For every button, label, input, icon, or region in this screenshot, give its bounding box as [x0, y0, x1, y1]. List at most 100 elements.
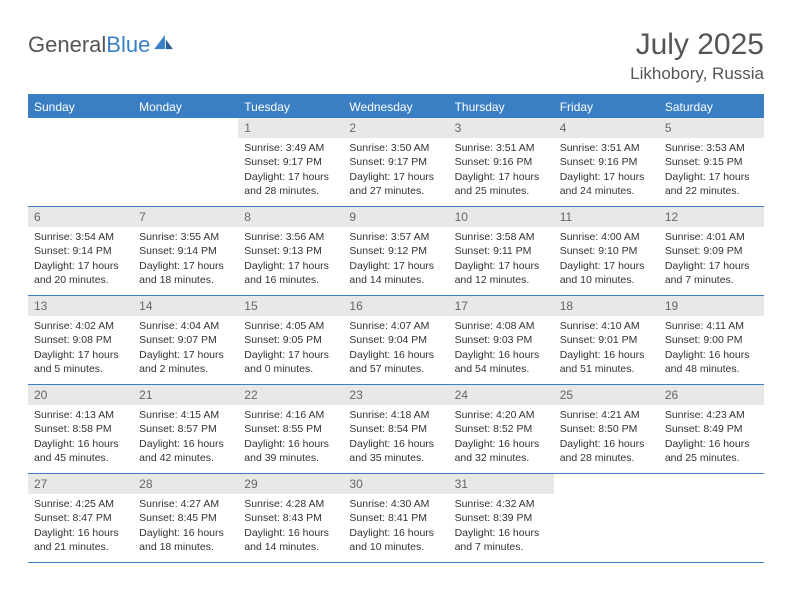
daylight-line-1: Daylight: 16 hours: [139, 526, 232, 540]
daylight-line-2: and 14 minutes.: [244, 540, 337, 554]
day-body: Sunrise: 3:49 AMSunset: 9:17 PMDaylight:…: [238, 138, 343, 204]
sunset-line: Sunset: 9:14 PM: [34, 244, 127, 258]
day-cell: 3Sunrise: 3:51 AMSunset: 9:16 PMDaylight…: [449, 118, 554, 206]
daylight-line-1: Daylight: 17 hours: [244, 259, 337, 273]
day-cell: 26Sunrise: 4:23 AMSunset: 8:49 PMDayligh…: [659, 385, 764, 473]
day-body: Sunrise: 4:11 AMSunset: 9:00 PMDaylight:…: [659, 316, 764, 382]
day-cell: 13Sunrise: 4:02 AMSunset: 9:08 PMDayligh…: [28, 296, 133, 384]
daylight-line-2: and 54 minutes.: [455, 362, 548, 376]
brand-name-part2: Blue: [106, 32, 150, 57]
sunrise-line: Sunrise: 4:13 AM: [34, 408, 127, 422]
daylight-line-2: and 22 minutes.: [665, 184, 758, 198]
daylight-line-2: and 18 minutes.: [139, 540, 232, 554]
daylight-line-1: Daylight: 17 hours: [34, 348, 127, 362]
day-number: 14: [133, 296, 238, 316]
daylight-line-1: Daylight: 16 hours: [139, 437, 232, 451]
day-cell: 28Sunrise: 4:27 AMSunset: 8:45 PMDayligh…: [133, 474, 238, 562]
sunrise-line: Sunrise: 4:02 AM: [34, 319, 127, 333]
week-row: 13Sunrise: 4:02 AMSunset: 9:08 PMDayligh…: [28, 296, 764, 385]
sunset-line: Sunset: 9:08 PM: [34, 333, 127, 347]
day-cell: 11Sunrise: 4:00 AMSunset: 9:10 PMDayligh…: [554, 207, 659, 295]
day-cell: 18Sunrise: 4:10 AMSunset: 9:01 PMDayligh…: [554, 296, 659, 384]
sunset-line: Sunset: 9:12 PM: [349, 244, 442, 258]
sunset-line: Sunset: 9:03 PM: [455, 333, 548, 347]
brand-name-part1: General: [28, 32, 106, 57]
sunset-line: Sunset: 9:09 PM: [665, 244, 758, 258]
day-number: 28: [133, 474, 238, 494]
day-cell: [554, 474, 659, 562]
day-body: Sunrise: 4:32 AMSunset: 8:39 PMDaylight:…: [449, 494, 554, 560]
daylight-line-1: Daylight: 16 hours: [349, 526, 442, 540]
weekday-header: Sunday Monday Tuesday Wednesday Thursday…: [28, 96, 764, 118]
daylight-line-1: Daylight: 17 hours: [34, 259, 127, 273]
daylight-line-1: Daylight: 17 hours: [244, 170, 337, 184]
calendar: Sunday Monday Tuesday Wednesday Thursday…: [28, 94, 764, 563]
day-cell: 14Sunrise: 4:04 AMSunset: 9:07 PMDayligh…: [133, 296, 238, 384]
sunrise-line: Sunrise: 3:55 AM: [139, 230, 232, 244]
day-cell: 22Sunrise: 4:16 AMSunset: 8:55 PMDayligh…: [238, 385, 343, 473]
title-block: July 2025 Likhobory, Russia: [630, 28, 764, 84]
day-cell: 7Sunrise: 3:55 AMSunset: 9:14 PMDaylight…: [133, 207, 238, 295]
daylight-line-2: and 57 minutes.: [349, 362, 442, 376]
sunrise-line: Sunrise: 4:20 AM: [455, 408, 548, 422]
sunrise-line: Sunrise: 4:11 AM: [665, 319, 758, 333]
daylight-line-1: Daylight: 16 hours: [665, 348, 758, 362]
daylight-line-2: and 7 minutes.: [455, 540, 548, 554]
weekday-mon: Monday: [133, 96, 238, 118]
day-cell: 9Sunrise: 3:57 AMSunset: 9:12 PMDaylight…: [343, 207, 448, 295]
day-body: Sunrise: 4:00 AMSunset: 9:10 PMDaylight:…: [554, 227, 659, 293]
day-cell: 12Sunrise: 4:01 AMSunset: 9:09 PMDayligh…: [659, 207, 764, 295]
daylight-line-2: and 14 minutes.: [349, 273, 442, 287]
day-number: 25: [554, 385, 659, 405]
sunset-line: Sunset: 9:17 PM: [349, 155, 442, 169]
daylight-line-1: Daylight: 16 hours: [34, 526, 127, 540]
day-cell: 8Sunrise: 3:56 AMSunset: 9:13 PMDaylight…: [238, 207, 343, 295]
week-row: 20Sunrise: 4:13 AMSunset: 8:58 PMDayligh…: [28, 385, 764, 474]
day-body: Sunrise: 3:50 AMSunset: 9:17 PMDaylight:…: [343, 138, 448, 204]
daylight-line-2: and 5 minutes.: [34, 362, 127, 376]
daylight-line-2: and 32 minutes.: [455, 451, 548, 465]
sunrise-line: Sunrise: 3:58 AM: [455, 230, 548, 244]
day-body: Sunrise: 4:18 AMSunset: 8:54 PMDaylight:…: [343, 405, 448, 471]
weekday-thu: Thursday: [449, 96, 554, 118]
daylight-line-2: and 42 minutes.: [139, 451, 232, 465]
sunrise-line: Sunrise: 4:10 AM: [560, 319, 653, 333]
daylight-line-2: and 25 minutes.: [455, 184, 548, 198]
day-body: Sunrise: 4:20 AMSunset: 8:52 PMDaylight:…: [449, 405, 554, 471]
week-row: 1Sunrise: 3:49 AMSunset: 9:17 PMDaylight…: [28, 118, 764, 207]
day-cell: 5Sunrise: 3:53 AMSunset: 9:15 PMDaylight…: [659, 118, 764, 206]
sunrise-line: Sunrise: 4:25 AM: [34, 497, 127, 511]
sunset-line: Sunset: 9:16 PM: [455, 155, 548, 169]
weekday-fri: Friday: [554, 96, 659, 118]
day-body: Sunrise: 4:10 AMSunset: 9:01 PMDaylight:…: [554, 316, 659, 382]
day-cell: 16Sunrise: 4:07 AMSunset: 9:04 PMDayligh…: [343, 296, 448, 384]
sunrise-line: Sunrise: 4:16 AM: [244, 408, 337, 422]
day-body: Sunrise: 3:54 AMSunset: 9:14 PMDaylight:…: [28, 227, 133, 293]
daylight-line-1: Daylight: 16 hours: [244, 437, 337, 451]
day-body: Sunrise: 4:05 AMSunset: 9:05 PMDaylight:…: [238, 316, 343, 382]
sunrise-line: Sunrise: 4:15 AM: [139, 408, 232, 422]
sunrise-line: Sunrise: 3:53 AM: [665, 141, 758, 155]
daylight-line-2: and 10 minutes.: [349, 540, 442, 554]
day-cell: [133, 118, 238, 206]
daylight-line-1: Daylight: 16 hours: [560, 437, 653, 451]
daylight-line-1: Daylight: 17 hours: [349, 259, 442, 273]
daylight-line-1: Daylight: 17 hours: [349, 170, 442, 184]
day-body: Sunrise: 4:21 AMSunset: 8:50 PMDaylight:…: [554, 405, 659, 471]
sunset-line: Sunset: 8:57 PM: [139, 422, 232, 436]
sunrise-line: Sunrise: 3:57 AM: [349, 230, 442, 244]
sunset-line: Sunset: 8:43 PM: [244, 511, 337, 525]
daylight-line-1: Daylight: 16 hours: [455, 526, 548, 540]
day-number: 22: [238, 385, 343, 405]
day-body: Sunrise: 4:15 AMSunset: 8:57 PMDaylight:…: [133, 405, 238, 471]
sunrise-line: Sunrise: 3:50 AM: [349, 141, 442, 155]
sunset-line: Sunset: 8:54 PM: [349, 422, 442, 436]
day-number: 17: [449, 296, 554, 316]
sunset-line: Sunset: 9:17 PM: [244, 155, 337, 169]
day-body: Sunrise: 3:51 AMSunset: 9:16 PMDaylight:…: [554, 138, 659, 204]
location-label: Likhobory, Russia: [630, 64, 764, 84]
sunset-line: Sunset: 9:07 PM: [139, 333, 232, 347]
brand-name: GeneralBlue: [28, 32, 150, 58]
day-body: Sunrise: 4:16 AMSunset: 8:55 PMDaylight:…: [238, 405, 343, 471]
day-number: 26: [659, 385, 764, 405]
